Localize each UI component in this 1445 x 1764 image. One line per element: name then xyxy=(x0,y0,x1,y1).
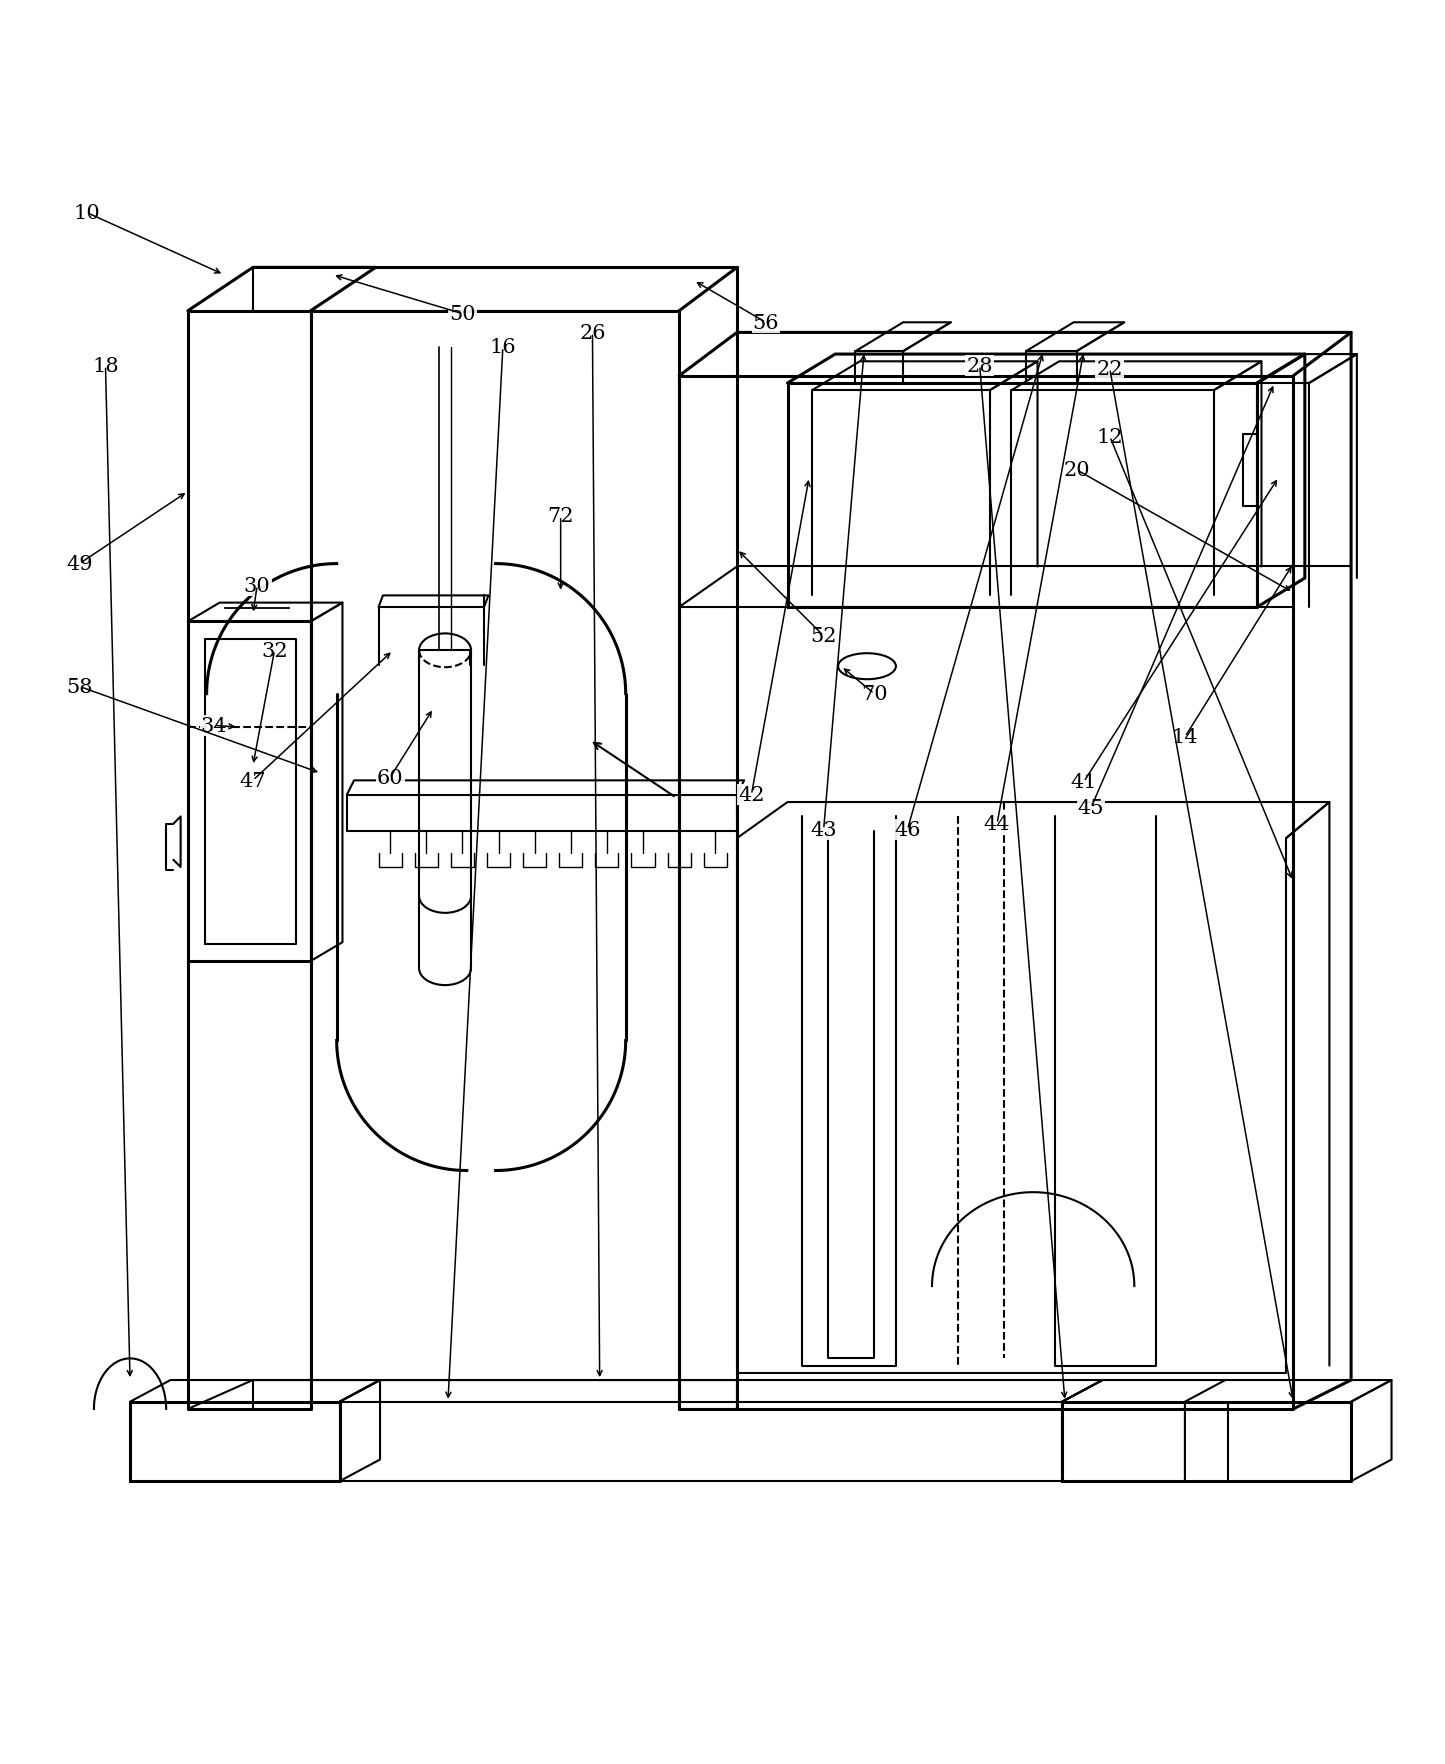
Text: 20: 20 xyxy=(1064,460,1090,480)
Text: 60: 60 xyxy=(377,769,403,787)
Text: 70: 70 xyxy=(861,684,887,704)
Text: 50: 50 xyxy=(449,305,475,325)
Text: 10: 10 xyxy=(74,205,100,222)
Text: 42: 42 xyxy=(738,785,764,804)
Text: 46: 46 xyxy=(894,820,920,840)
Text: 44: 44 xyxy=(984,815,1010,834)
Text: 47: 47 xyxy=(240,771,266,790)
Text: 14: 14 xyxy=(1172,729,1198,748)
Text: 52: 52 xyxy=(811,626,837,646)
Text: 30: 30 xyxy=(244,577,270,596)
Text: 56: 56 xyxy=(753,314,779,333)
Text: 26: 26 xyxy=(579,325,605,342)
Text: 12: 12 xyxy=(1097,427,1123,446)
Text: 28: 28 xyxy=(967,356,993,376)
Text: 32: 32 xyxy=(262,642,288,660)
Text: 34: 34 xyxy=(201,716,227,736)
Text: 22: 22 xyxy=(1097,360,1123,379)
Text: 43: 43 xyxy=(811,820,837,840)
Text: 16: 16 xyxy=(490,339,516,356)
Text: 49: 49 xyxy=(66,556,92,573)
Text: 58: 58 xyxy=(66,677,92,697)
Text: 72: 72 xyxy=(548,506,574,526)
Text: 18: 18 xyxy=(92,356,118,376)
Text: 45: 45 xyxy=(1078,799,1104,818)
Text: 41: 41 xyxy=(1071,773,1097,792)
